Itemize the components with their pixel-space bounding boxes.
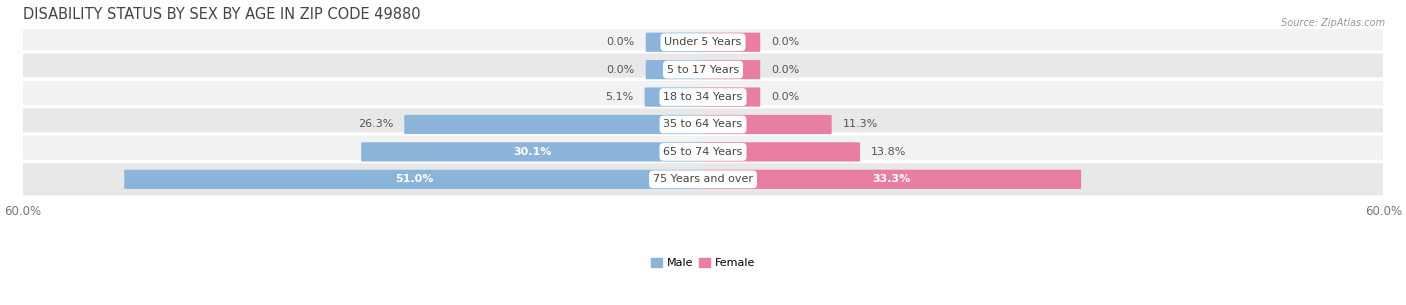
FancyBboxPatch shape — [645, 33, 703, 52]
Text: 18 to 34 Years: 18 to 34 Years — [664, 92, 742, 102]
Text: 30.1%: 30.1% — [513, 147, 551, 157]
FancyBboxPatch shape — [703, 88, 761, 107]
FancyBboxPatch shape — [361, 142, 703, 161]
Text: 51.0%: 51.0% — [395, 174, 433, 184]
Text: 0.0%: 0.0% — [607, 37, 636, 47]
FancyBboxPatch shape — [645, 60, 703, 79]
Text: 0.0%: 0.0% — [607, 65, 636, 75]
Text: 5 to 17 Years: 5 to 17 Years — [666, 65, 740, 75]
Legend: Male, Female: Male, Female — [647, 254, 759, 273]
Text: 35 to 64 Years: 35 to 64 Years — [664, 120, 742, 130]
FancyBboxPatch shape — [703, 60, 761, 79]
Text: 26.3%: 26.3% — [359, 120, 394, 130]
Text: DISABILITY STATUS BY SEX BY AGE IN ZIP CODE 49880: DISABILITY STATUS BY SEX BY AGE IN ZIP C… — [22, 7, 420, 22]
FancyBboxPatch shape — [703, 33, 761, 52]
FancyBboxPatch shape — [0, 107, 1406, 142]
Text: 75 Years and over: 75 Years and over — [652, 174, 754, 184]
Text: 65 to 74 Years: 65 to 74 Years — [664, 147, 742, 157]
Text: 0.0%: 0.0% — [770, 65, 799, 75]
Text: 33.3%: 33.3% — [873, 174, 911, 184]
Text: Source: ZipAtlas.com: Source: ZipAtlas.com — [1281, 18, 1385, 28]
Text: Under 5 Years: Under 5 Years — [665, 37, 741, 47]
FancyBboxPatch shape — [0, 161, 1406, 197]
FancyBboxPatch shape — [124, 170, 703, 189]
FancyBboxPatch shape — [0, 134, 1406, 170]
FancyBboxPatch shape — [703, 115, 832, 134]
FancyBboxPatch shape — [0, 52, 1406, 88]
Text: 0.0%: 0.0% — [770, 92, 799, 102]
Text: 13.8%: 13.8% — [870, 147, 907, 157]
FancyBboxPatch shape — [0, 79, 1406, 115]
Text: 11.3%: 11.3% — [842, 120, 877, 130]
FancyBboxPatch shape — [644, 88, 703, 107]
FancyBboxPatch shape — [0, 24, 1406, 60]
Text: 5.1%: 5.1% — [606, 92, 634, 102]
Text: 0.0%: 0.0% — [770, 37, 799, 47]
FancyBboxPatch shape — [703, 142, 860, 161]
FancyBboxPatch shape — [703, 170, 1081, 189]
FancyBboxPatch shape — [405, 115, 703, 134]
